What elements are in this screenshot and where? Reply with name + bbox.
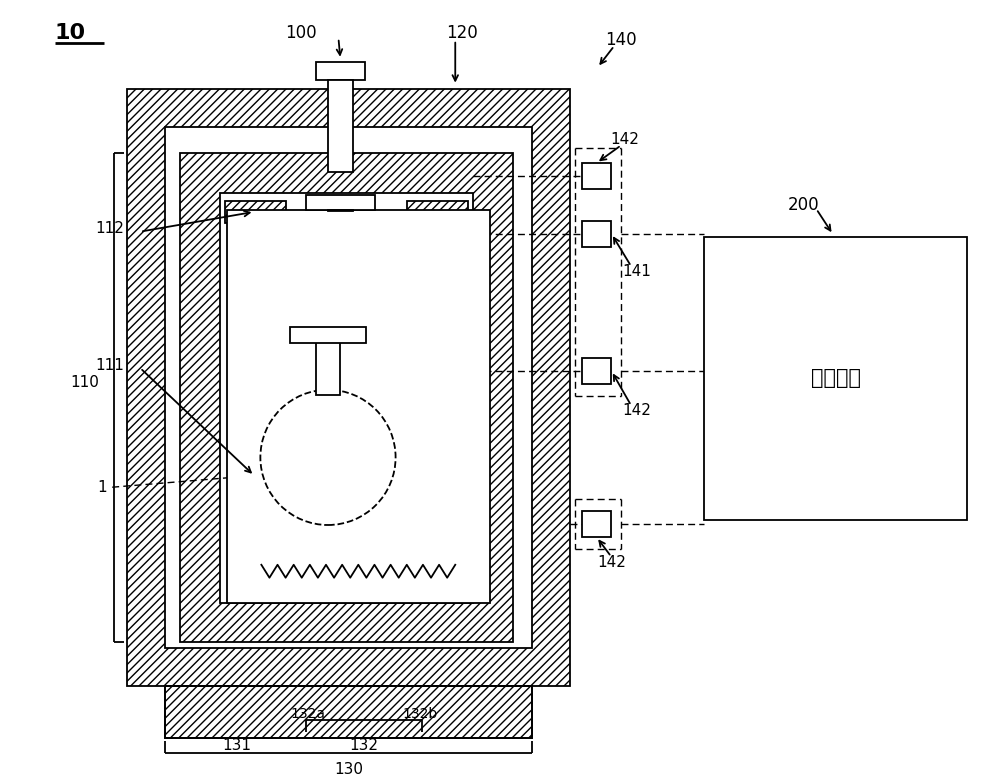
Text: 142: 142 [623, 403, 652, 418]
Text: 142: 142 [597, 555, 626, 570]
Bar [407, 201, 468, 223]
Bar [582, 358, 611, 384]
Text: 10: 10 [55, 23, 86, 43]
Text: 132: 132 [350, 738, 379, 753]
Text: 141: 141 [623, 264, 652, 279]
Bar [328, 79, 353, 172]
Bar [225, 201, 286, 223]
Bar [227, 210, 490, 602]
Bar [306, 194, 375, 210]
Text: 131: 131 [222, 738, 251, 753]
Bar [165, 128, 532, 648]
Bar [290, 327, 366, 343]
Bar [316, 61, 365, 79]
Bar [235, 394, 254, 558]
Bar [180, 153, 513, 643]
Bar [165, 686, 532, 738]
Text: 111: 111 [95, 359, 124, 373]
Bar [582, 221, 611, 247]
Text: 130: 130 [334, 762, 363, 777]
Bar [704, 237, 967, 520]
Bar [328, 210, 353, 211]
Bar [291, 580, 365, 598]
Text: 112: 112 [95, 221, 124, 237]
Bar [462, 394, 482, 558]
Text: 100: 100 [285, 24, 317, 42]
Text: 142: 142 [610, 131, 639, 147]
Bar [582, 163, 611, 189]
Text: 140: 140 [605, 31, 637, 49]
Bar [165, 686, 532, 738]
Text: 200: 200 [787, 196, 819, 214]
Text: 132b: 132b [403, 707, 438, 721]
Bar [127, 89, 570, 686]
Text: 1: 1 [98, 480, 107, 495]
Bar [582, 511, 611, 537]
Bar [316, 340, 340, 394]
Text: 控制单元: 控制单元 [811, 368, 861, 388]
Text: 120: 120 [446, 24, 478, 42]
Text: 110: 110 [70, 375, 99, 391]
Bar [220, 193, 473, 602]
Text: 132a: 132a [291, 707, 326, 721]
